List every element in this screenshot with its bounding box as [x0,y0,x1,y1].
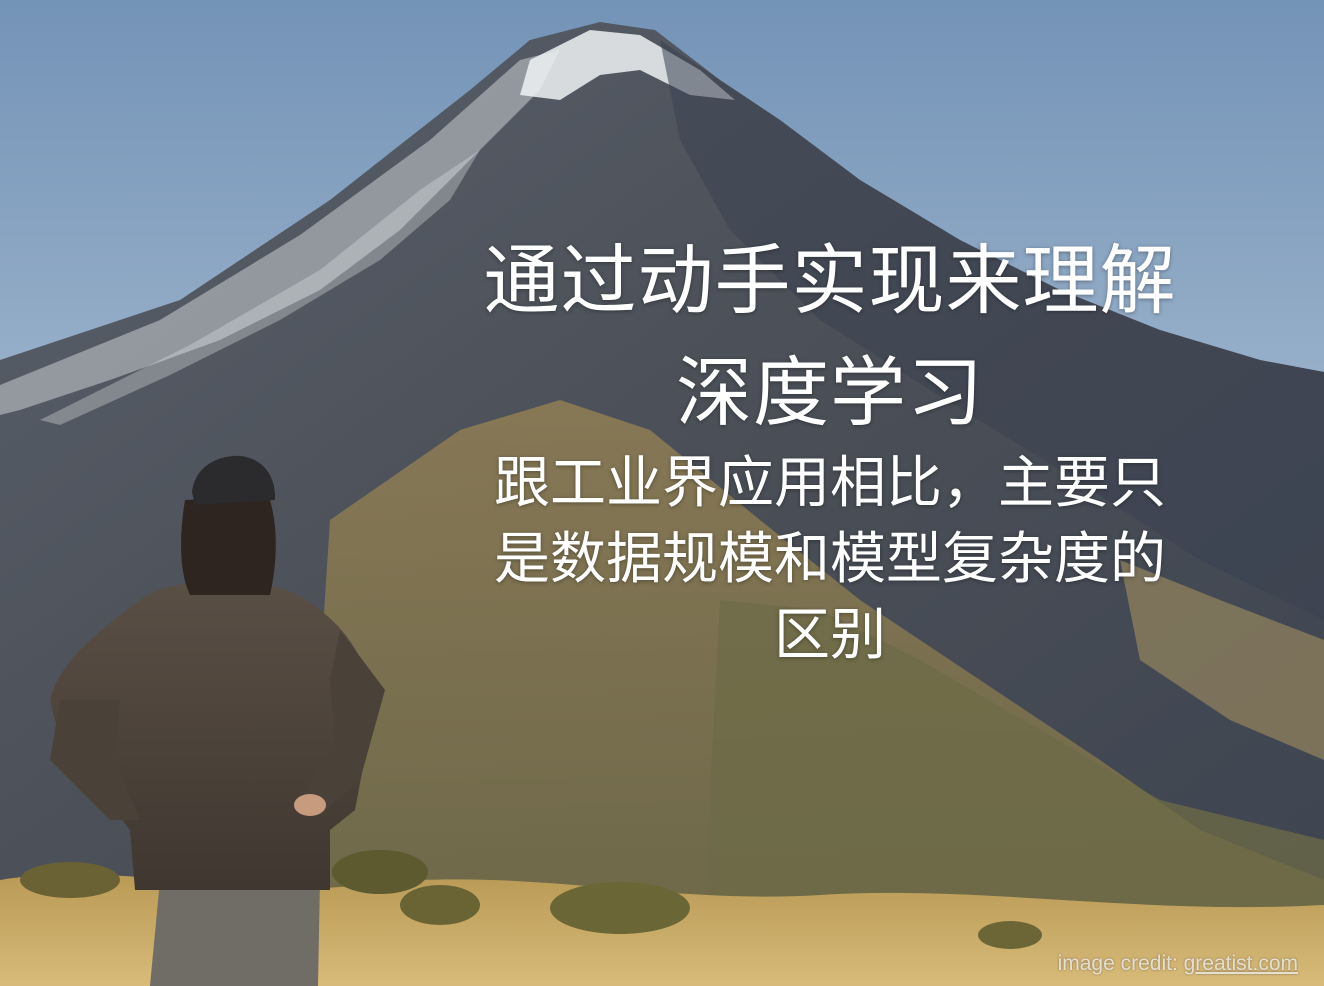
hiker-figure [50,455,385,986]
slide-subtitle-line: 区别 [774,603,886,668]
image-credit-link[interactable]: greatist.com [1183,952,1298,975]
slide-title-line: 深度学习 [676,348,984,437]
slide-title-line: 通过动手实现来理解 [483,236,1177,325]
slide-subtitle: 跟工业界应用相比，主要只 是数据规模和模型复杂度的 区别 [470,446,1190,674]
slide-subtitle-line: 跟工业界应用相比，主要只 [494,451,1166,516]
slide-subtitle-line: 是数据规模和模型复杂度的 [494,527,1166,592]
image-credit-label: image credit: [1057,952,1178,975]
slide-title: 通过动手实现来理解 深度学习 [470,225,1190,449]
image-credit: image credit: greatist.com [1058,952,1298,976]
